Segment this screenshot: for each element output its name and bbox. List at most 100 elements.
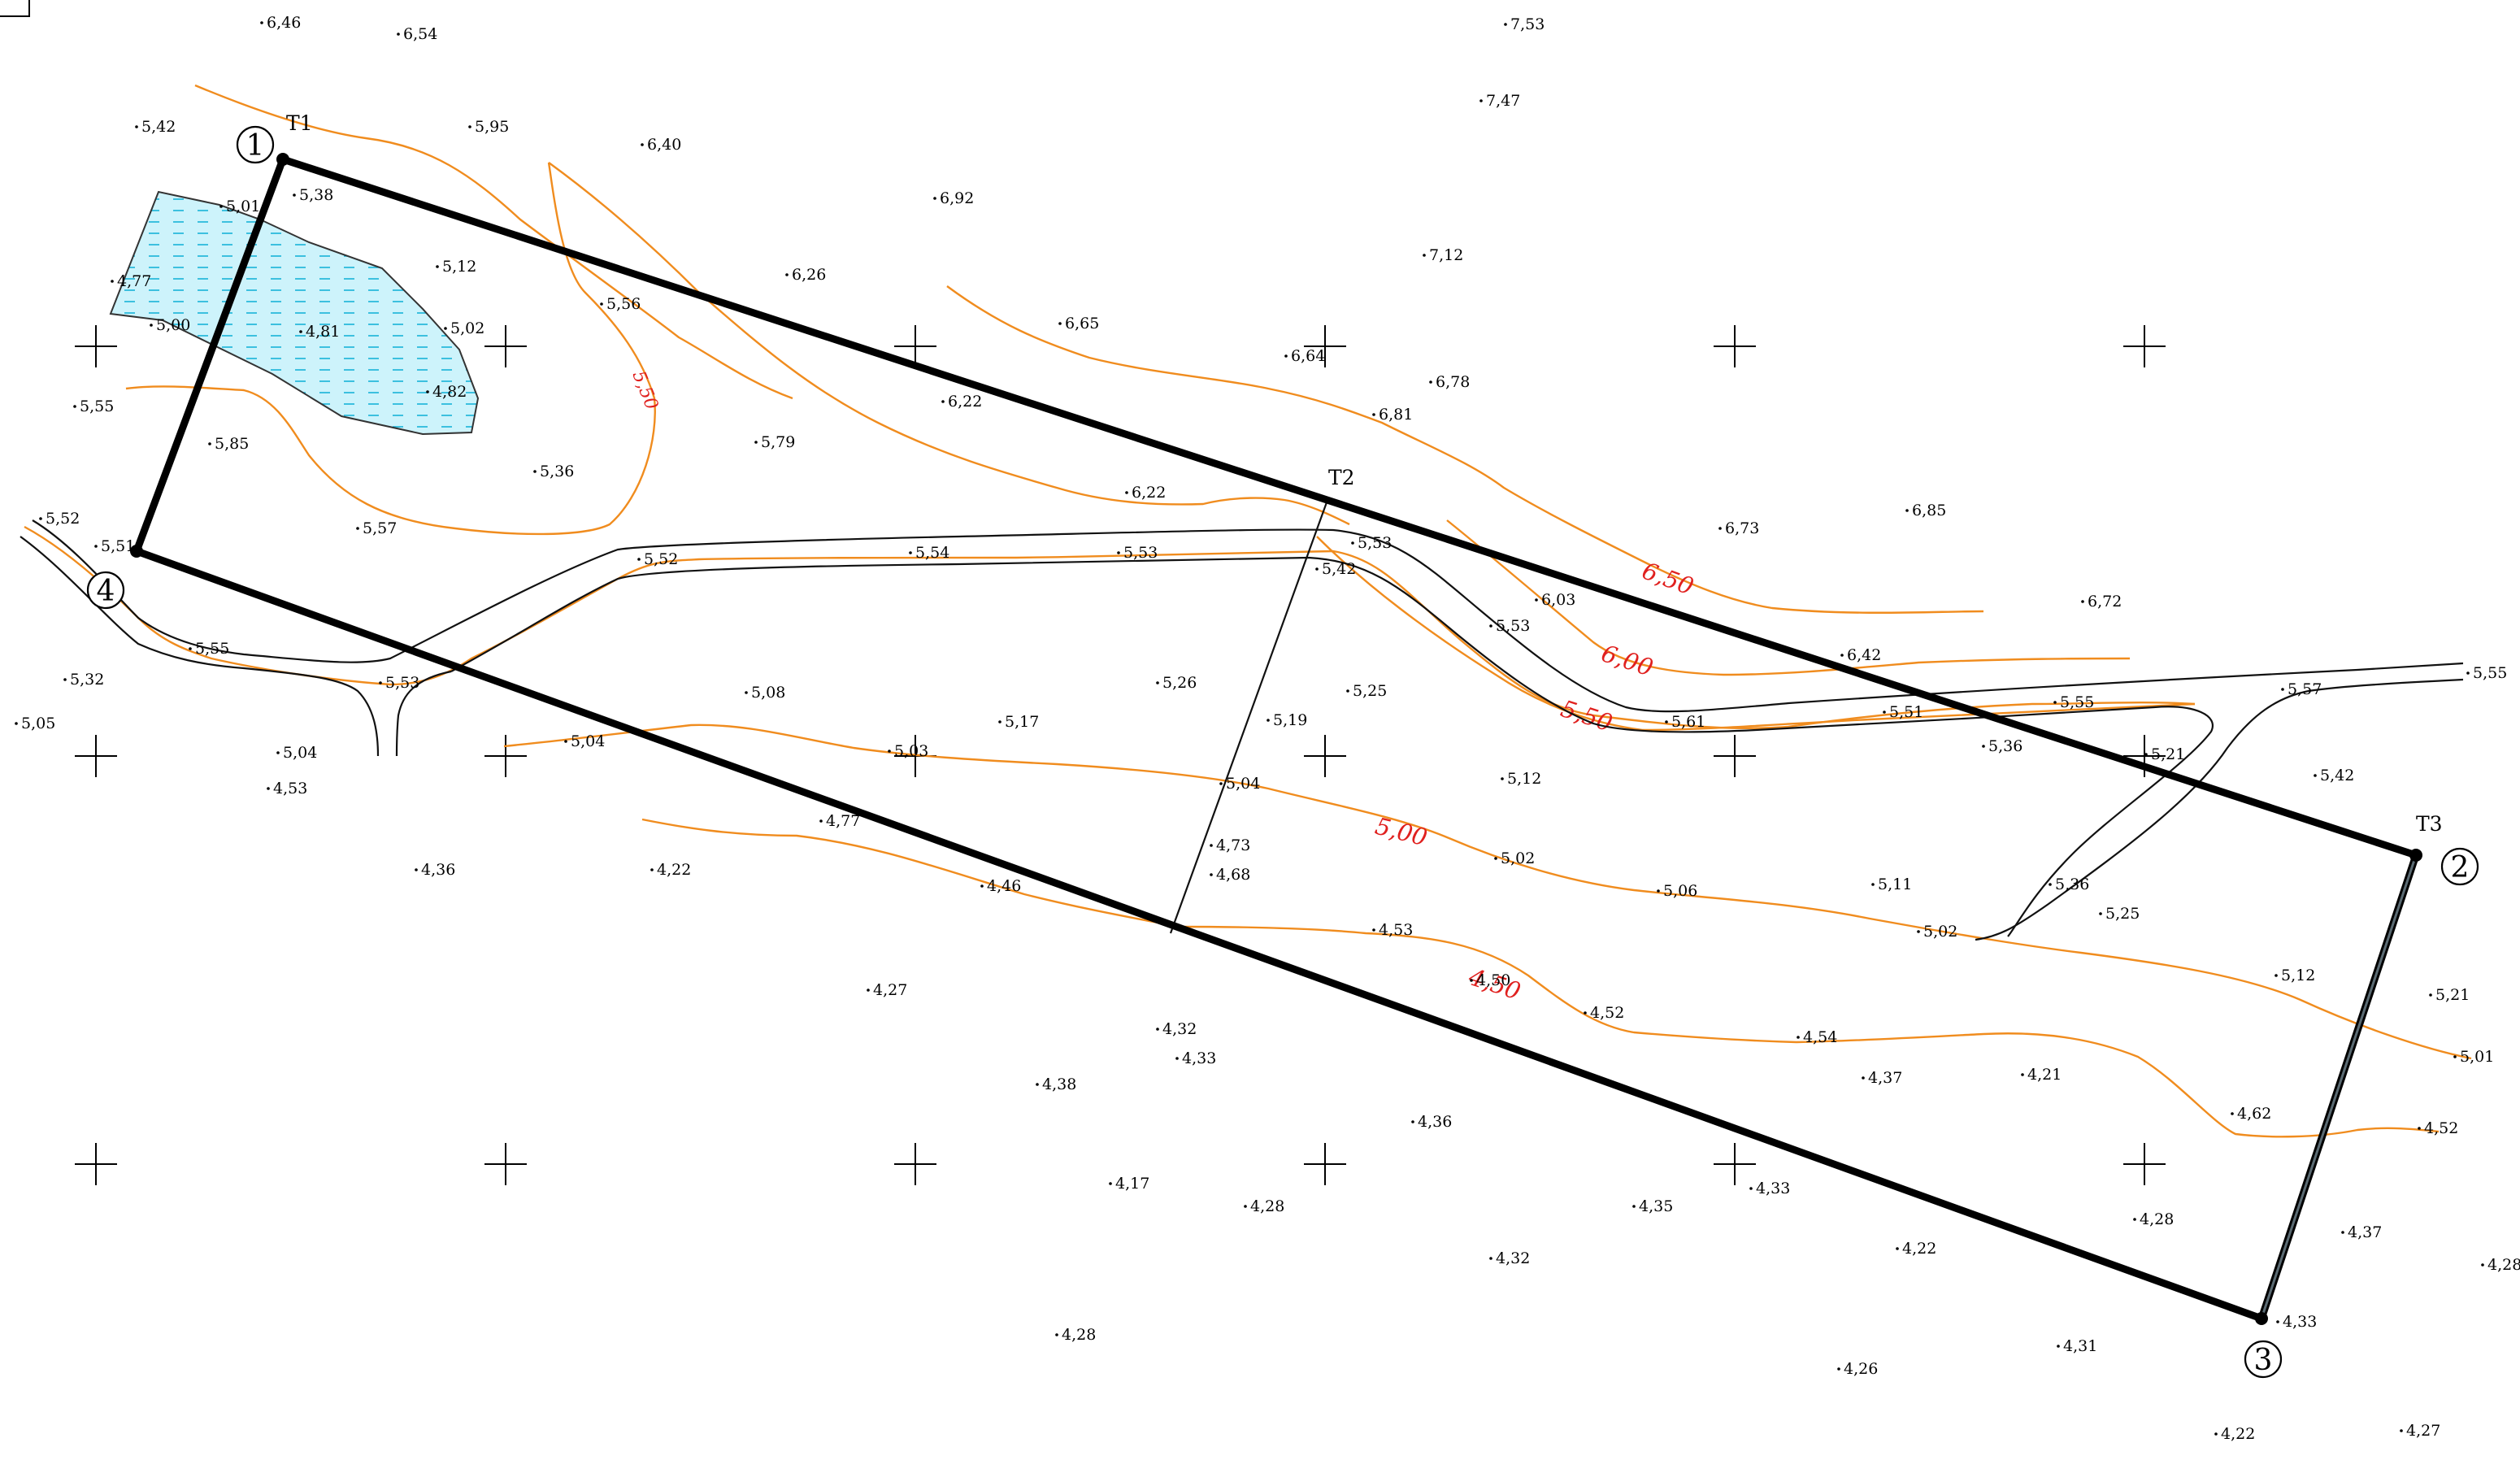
spot-height: 5,54 [909, 544, 949, 562]
elevation-label: 5,61 [1671, 713, 1705, 731]
spot-height: 6,78 [1429, 373, 1470, 391]
survey-point-icon [2276, 1320, 2279, 1323]
spot-height: 4,53 [267, 780, 307, 797]
elevation-label: 5,42 [2320, 767, 2354, 784]
survey-point-icon [754, 441, 758, 444]
elevation-label: 5,51 [1889, 703, 1923, 721]
survey-line [1169, 502, 1328, 934]
grid-cross-icon [2123, 325, 2166, 367]
survey-point-icon [1871, 883, 1875, 886]
survey-point-icon [2081, 600, 2084, 603]
survey-point-icon [276, 751, 280, 754]
elevation-label: 5,79 [761, 433, 795, 451]
spot-height: 4,32 [1156, 1020, 1197, 1038]
survey-point-icon [1036, 1083, 1039, 1086]
elevation-label: 5,53 [1123, 544, 1158, 562]
elevation-label: 5,17 [1005, 713, 1039, 731]
elevation-label: 5,21 [2435, 986, 2470, 1004]
elevation-label: 5,12 [442, 258, 476, 276]
survey-point-icon [1470, 979, 1473, 982]
corner-number: 2 [2451, 851, 2470, 884]
spot-height: 4,38 [1036, 1075, 1076, 1093]
spot-height: 4,28 [1244, 1197, 1284, 1215]
survey-point-icon [1351, 541, 1354, 545]
survey-point-icon [2418, 1127, 2421, 1130]
spot-height: 5,06 [1657, 882, 1697, 900]
elevation-label: 5,38 [299, 186, 333, 204]
elevation-label: 5,08 [751, 684, 785, 702]
spot-height: 5,55 [2466, 664, 2507, 682]
elevation-label: 5,02 [1501, 849, 1535, 867]
vertex-point [130, 545, 143, 558]
survey-point-icon [1535, 598, 1538, 602]
spot-height: 4,37 [1862, 1069, 1902, 1087]
spot-height: 5,53 [1117, 544, 1158, 562]
survey-point-icon [219, 205, 223, 208]
spot-height: 5,12 [436, 258, 476, 276]
spot-height: 6,03 [1535, 591, 1575, 609]
spot-height: 6,64 [1284, 347, 1325, 365]
frame-corner [0, 0, 30, 17]
survey-point-icon [73, 405, 76, 408]
survey-point-icon [1632, 1205, 1636, 1208]
contour-line [503, 723, 2472, 1060]
survey-point-icon [1657, 889, 1660, 893]
survey-point-icon [2466, 671, 2470, 675]
survey-point-icon [1883, 710, 1886, 714]
spot-height: 4,68 [1210, 866, 1250, 884]
survey-point-icon [564, 740, 567, 743]
spot-height: 5,08 [745, 684, 785, 702]
elevation-label: 4,27 [873, 981, 907, 999]
elevation-label: 4,21 [2027, 1066, 2062, 1084]
spot-height: 5,53 [379, 674, 419, 692]
elevation-label: 4,22 [657, 861, 691, 879]
survey-point-icon [941, 400, 945, 403]
survey-point-icon [1055, 1333, 1058, 1336]
contour-line [548, 162, 1350, 526]
survey-point-icon [299, 330, 302, 333]
grid-cross-icon [894, 325, 936, 367]
survey-point-icon [1117, 551, 1120, 554]
spot-height: 5,32 [63, 671, 104, 689]
spot-height: 6,81 [1372, 406, 1413, 424]
survey-point-icon [2429, 993, 2432, 997]
corner-number: 4 [97, 575, 115, 608]
spot-height: 6,65 [1058, 315, 1099, 332]
spot-height: 4,26 [1837, 1360, 1878, 1378]
spot-height: 5,25 [2099, 905, 2140, 923]
spot-height: 5,79 [754, 433, 795, 451]
survey-point-icon [1797, 1036, 1800, 1039]
elevation-label: 5,36 [540, 463, 574, 480]
elevation-label: 5,32 [70, 671, 104, 689]
grid-cross-icon [1714, 735, 1756, 777]
grid-cross-icon [1304, 735, 1346, 777]
survey-point-icon [1156, 1028, 1159, 1031]
survey-point-icon [533, 470, 537, 473]
survey-point-icon [888, 750, 891, 753]
contour-label: 6,00 [1598, 639, 1657, 681]
elevation-label: 6,78 [1436, 373, 1470, 391]
survey-point-icon [1665, 720, 1668, 723]
spot-height: 4,53 [1372, 921, 1413, 939]
spot-height: 6,85 [1905, 502, 1946, 519]
spot-height: 6,26 [785, 266, 826, 284]
corner-marker-2: 2 [2440, 847, 2479, 886]
survey-point-icon [650, 868, 654, 871]
contour-line [641, 818, 2440, 1138]
spot-height: 7,53 [1504, 15, 1545, 33]
grid-cross-icon [75, 735, 117, 777]
grid-cross-icon [1304, 325, 1346, 367]
spot-height: 4,27 [2400, 1422, 2440, 1440]
elevation-label: 6,54 [403, 25, 437, 43]
spot-height: 4,22 [1896, 1240, 1936, 1258]
spot-height: 5,01 [2453, 1048, 2494, 1066]
road-edge [450, 556, 2214, 937]
survey-point-icon [267, 787, 270, 790]
spot-height: 6,42 [1840, 646, 1881, 664]
survey-point-icon [468, 125, 471, 128]
elevation-label: 4,26 [1844, 1360, 1878, 1378]
vertex-point [2409, 849, 2422, 862]
elevation-label: 5,01 [2460, 1048, 2494, 1066]
survey-point-icon [1840, 654, 1844, 657]
spot-height: 4,35 [1632, 1197, 1673, 1215]
